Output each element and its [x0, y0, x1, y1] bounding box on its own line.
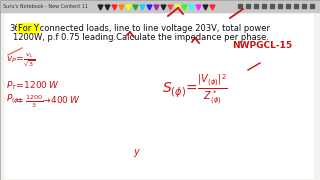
Text: $=\frac{1200}{3}\!\rightarrow\!400\;W$: $=\frac{1200}{3}\!\rightarrow\!400\;W$	[14, 93, 81, 110]
Text: $P_T\!=\!1200\;W$: $P_T\!=\!1200\;W$	[6, 80, 60, 93]
Text: NWPGCL-15: NWPGCL-15	[232, 41, 292, 50]
Text: $v_P\!=\!\frac{v_L}{\sqrt{3}}$: $v_P\!=\!\frac{v_L}{\sqrt{3}}$	[6, 52, 35, 69]
Bar	[0, 0, 320, 12]
Text: Suru's Notebook - New Content 11: Suru's Notebook - New Content 11	[3, 3, 88, 8]
Text: connected loads, line to line voltage 203V, total power: connected loads, line to line voltage 20…	[37, 24, 270, 33]
Text: $S_{(\phi)}\!=\!\frac{|V_{(\phi)}|^2}{Z^*_{(\phi)}}$: $S_{(\phi)}\!=\!\frac{|V_{(\phi)}|^2}{Z^…	[162, 72, 228, 106]
Text: For Y: For Y	[18, 24, 39, 33]
Text: $y$: $y$	[133, 147, 141, 159]
Text: 36.: 36.	[9, 24, 22, 33]
Text: 1200W, p.f 0.75 leading.Calculate the impedance per phase.: 1200W, p.f 0.75 leading.Calculate the im…	[13, 33, 269, 42]
Text: $P_{(\phi)}$: $P_{(\phi)}$	[6, 93, 22, 106]
